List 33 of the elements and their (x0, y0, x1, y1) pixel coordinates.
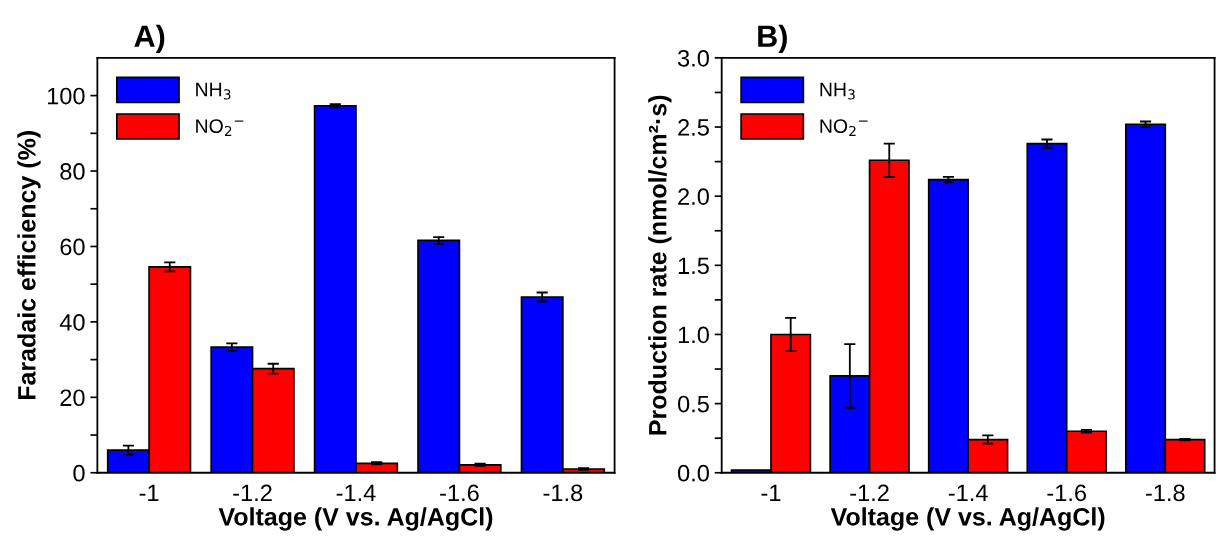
y-tick-label: 80 (60, 163, 85, 180)
chart-title: B) (758, 24, 787, 54)
x-tick-label: -1 (761, 484, 781, 501)
x-tick-label: -1.8 (1145, 484, 1185, 502)
x-axis-title: Voltage (V vs. Ag/AgCl) (218, 507, 493, 531)
x-tick-label: -1.2 (850, 484, 889, 501)
x-tick-label: -1 (139, 484, 159, 501)
x-tick-label: -1.2 (233, 484, 272, 501)
y-tick-label: 2.0 (678, 188, 709, 205)
y-tick-label: 1.5 (678, 257, 709, 275)
y-tick-label: 0.0 (677, 464, 709, 482)
y-tick-label: 1.0 (678, 326, 709, 344)
x-tick-label: -1.4 (336, 484, 376, 501)
y-tick-label: 40 (59, 313, 85, 331)
y-tick-label: 60 (60, 238, 85, 256)
y-tick-label: 0.5 (677, 395, 709, 413)
x-tick-label: -1.8 (543, 484, 583, 502)
y-tick-label: 0 (73, 464, 85, 482)
legend-label: NO$_{2}$$^{−}$ (820, 119, 868, 136)
legend-label: NO$_{2}$$^{−}$ (196, 119, 244, 136)
chart-title: A) (134, 24, 165, 54)
legend-label: NH$_{3}$ (196, 82, 231, 100)
y-tick-label: 20 (60, 389, 85, 407)
y-axis-title: Production rate (nmol/cm²·s) (648, 95, 672, 435)
y-tick-label: 100 (47, 87, 85, 105)
x-axis-title: Voltage (V vs. Ag/AgCl) (830, 507, 1105, 531)
y-axis-title: Faradaic efficiency (%) (17, 131, 41, 400)
x-tick-label: -1.6 (440, 484, 479, 502)
legend-label: NH$_{3}$ (820, 82, 855, 100)
y-tick-label: 3.0 (677, 49, 709, 67)
x-tick-label: -1.4 (948, 484, 988, 501)
x-tick-label: -1.6 (1047, 484, 1087, 502)
y-tick-label: 2.5 (678, 119, 709, 136)
